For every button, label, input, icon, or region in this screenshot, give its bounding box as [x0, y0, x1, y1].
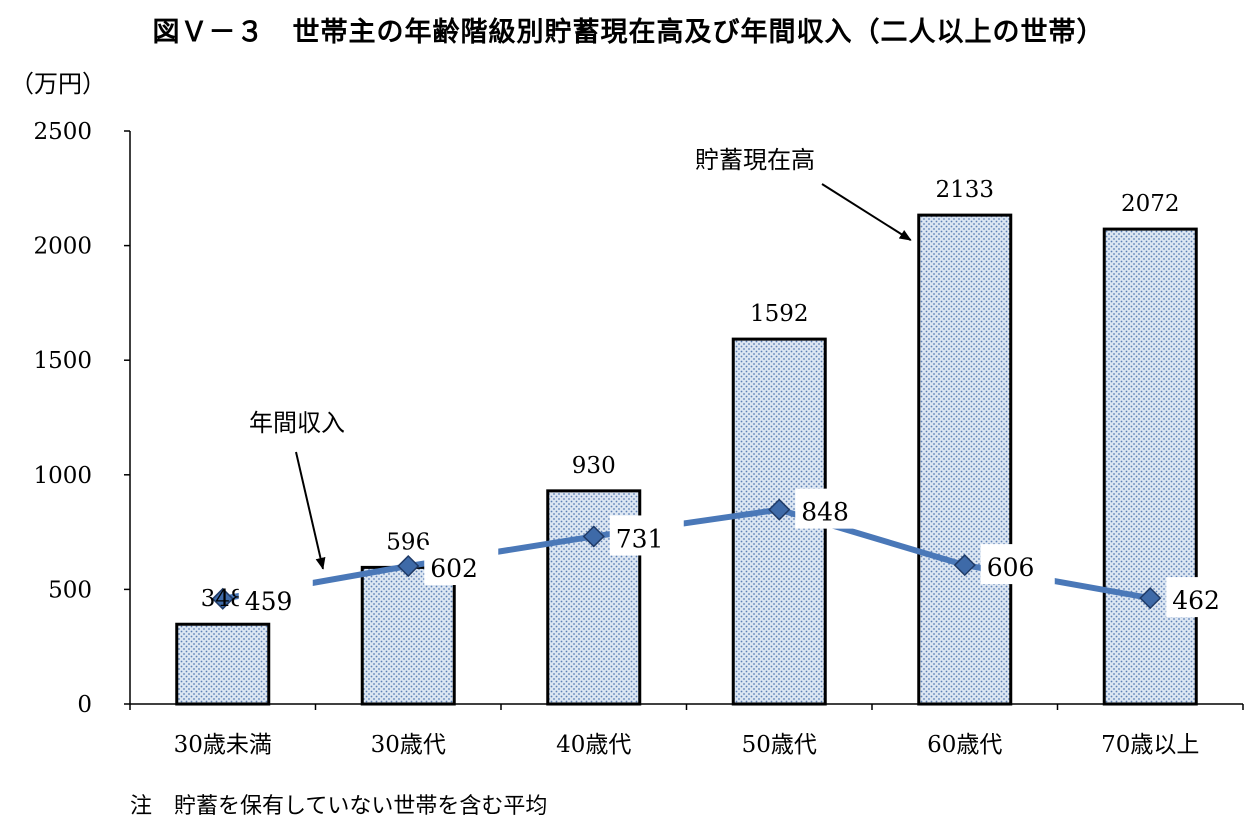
line-label-bg-5: [1166, 577, 1241, 618]
line-value-label-2: 731: [616, 524, 664, 553]
bar-value-label-4: 2133: [935, 177, 994, 203]
income-marker-0: [211, 587, 234, 610]
y-axis-unit: （万円）: [10, 70, 106, 98]
annotation-savings-label: 貯蓄現在高: [695, 146, 815, 174]
line-label-bg-2: [609, 515, 684, 556]
footnote: 注 貯蓄を保有していない世帯を含む平均: [130, 794, 548, 819]
income-marker-1: [397, 554, 420, 578]
bar-value-label-5: 2072: [1121, 191, 1180, 217]
bar-savings-5: [1102, 227, 1198, 706]
bar-savings-0: [175, 622, 271, 706]
x-tick-label-4: 60歳代: [927, 732, 1002, 758]
income-marker-4: [953, 554, 976, 577]
annotation-savings-arrow: [821, 183, 912, 241]
bar-value-label-2: 930: [572, 453, 616, 479]
chart-title: 図Ｖ－３ 世帯主の年齢階級別貯蓄現在高及び年間収入（二人以上の世帯）: [152, 17, 1105, 48]
line-value-label-3: 848: [801, 498, 849, 527]
y-tick-label-2: 1000: [33, 463, 92, 489]
bar-savings-4: [917, 213, 1013, 706]
income-marker-3: [768, 498, 791, 521]
x-tick-label-2: 40歳代: [556, 732, 631, 758]
x-tick-label-0: 30歳未満: [174, 732, 272, 758]
bar-value-label-1: 596: [386, 529, 430, 555]
income-marker-2: [582, 525, 605, 548]
y-tick-label-3: 1500: [33, 348, 92, 374]
y-tick-label-0: 0: [77, 692, 92, 718]
bar-value-label-3: 1592: [750, 301, 809, 327]
y-tick-label-4: 2000: [33, 234, 92, 260]
line-label-bg-3: [795, 488, 870, 529]
annotation-income-label: 年間収入: [249, 409, 345, 437]
income-marker-5: [1139, 587, 1162, 610]
y-tick-label-5: 2500: [33, 119, 92, 145]
line-label-bg-4: [980, 544, 1055, 585]
y-tick-label-1: 500: [48, 577, 92, 603]
line-label-bg-1: [424, 545, 499, 586]
x-tick-label-3: 50歳代: [742, 732, 817, 758]
annotation-income-arrow: [295, 451, 326, 570]
bar-savings-1: [360, 565, 456, 706]
line-value-label-1: 602: [430, 554, 478, 583]
line-value-label-0: 459: [245, 587, 293, 616]
x-tick-label-5: 70歳以上: [1101, 732, 1199, 758]
x-tick-label-1: 30歳代: [371, 732, 446, 758]
line-label-bg-0: [238, 577, 313, 618]
line-value-label-4: 606: [987, 553, 1035, 582]
bar-value-label-0: 348: [201, 586, 245, 612]
line-value-label-5: 462: [1172, 586, 1220, 615]
